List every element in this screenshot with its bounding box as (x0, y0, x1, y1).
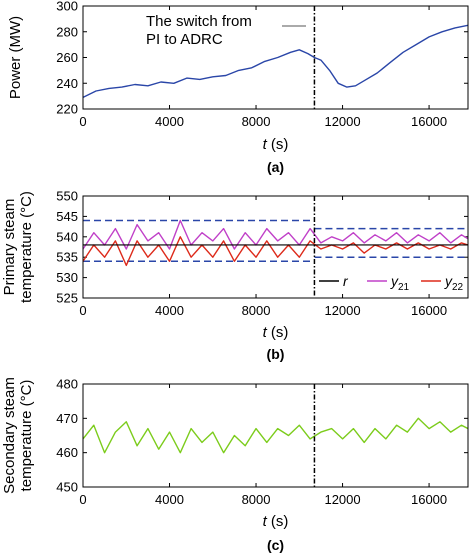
series-line-y21 (83, 219, 468, 250)
y-tick-label: 480 (56, 377, 78, 392)
series-line-y22 (83, 236, 468, 267)
y-tick-label: 545 (56, 209, 78, 224)
x-tick-label: 0 (79, 492, 86, 507)
plot-frame (82, 383, 469, 488)
y-tick-label: 470 (56, 411, 78, 426)
plot-area (83, 417, 468, 454)
x-axis-label: t (s) (263, 136, 289, 153)
legend-label-y21: y21 (390, 273, 410, 293)
legend-label-y22: y22 (444, 273, 464, 293)
y-tick-label: 460 (56, 445, 78, 460)
x-tick-label: 0 (79, 114, 86, 129)
y-tick-label: 450 (56, 480, 78, 495)
x-tick-label: 16000 (411, 114, 447, 129)
panel-label: (a) (267, 159, 284, 175)
panel-label: (b) (267, 346, 285, 362)
y-axis-label-line: temperature (°C) (18, 380, 35, 492)
y-axis-label-line: Primary steam (1, 199, 18, 296)
x-tick-label: 16000 (411, 492, 447, 507)
plot-area (83, 24, 468, 99)
y-tick-label: 525 (56, 291, 78, 306)
y-tick-label: 300 (56, 0, 78, 14)
x-tick-label: 8000 (242, 114, 271, 129)
x-axis-label: t (s) (263, 513, 289, 530)
y-tick-label: 260 (56, 50, 78, 65)
x-tick-label: 4000 (155, 114, 184, 129)
y-tick-label: 240 (56, 76, 78, 91)
y-tick-label: 535 (56, 250, 78, 265)
plot-area (83, 219, 468, 267)
y-axis-label-line: temperature (°C) (18, 191, 35, 303)
y-tick-label: 530 (56, 270, 78, 285)
x-tick-label: 4000 (155, 303, 184, 318)
x-tick-label: 16000 (411, 303, 447, 318)
panel-label: (c) (267, 537, 284, 553)
x-tick-label: 0 (79, 303, 86, 318)
x-axis-label: t (s) (263, 324, 289, 341)
switch-annotation-line2: PI to ADRC (146, 31, 223, 48)
x-tick-label: 8000 (242, 303, 271, 318)
y-axis-label-line: Secondary steam (1, 377, 18, 494)
y-tick-label: 220 (56, 102, 78, 117)
series-line (83, 417, 468, 454)
series-line (83, 24, 468, 99)
legend-label-r: r (343, 273, 349, 289)
x-tick-label: 12000 (324, 114, 360, 129)
plot-frame (82, 195, 469, 299)
y-tick-label: 550 (56, 189, 78, 204)
y-axis-label: Power (MW) (7, 16, 24, 99)
plot-frame (82, 5, 469, 110)
switch-annotation-line1: The switch from (146, 13, 252, 30)
y-tick-label: 540 (56, 229, 78, 244)
x-tick-label: 4000 (155, 492, 184, 507)
y-tick-label: 280 (56, 24, 78, 39)
x-tick-label: 12000 (324, 492, 360, 507)
x-tick-label: 12000 (324, 303, 360, 318)
x-tick-label: 8000 (242, 492, 271, 507)
